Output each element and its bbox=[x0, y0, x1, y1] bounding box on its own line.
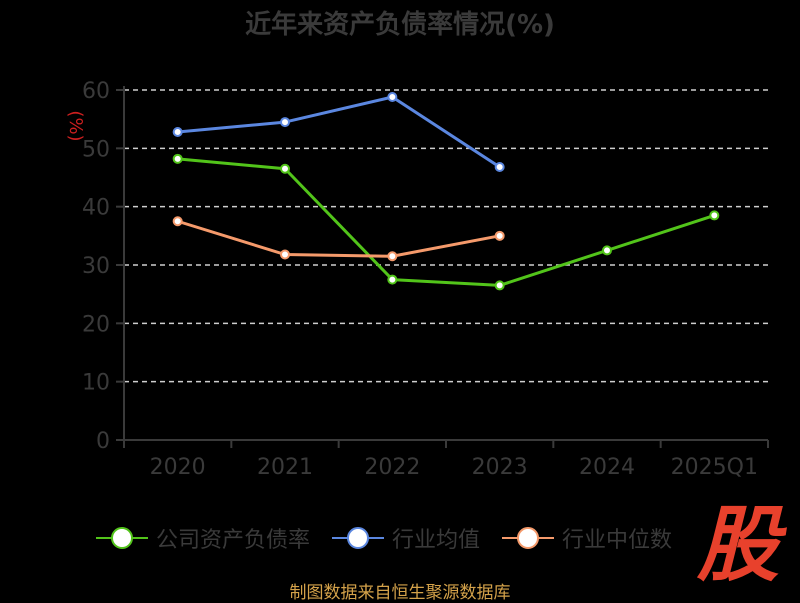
x-tick-label: 2020 bbox=[150, 455, 206, 480]
axes: 0 10 20 30 40 50 60 2020 2021 2022 2023 2024 2025Q1 bbox=[82, 79, 769, 480]
series-line-industry_avg bbox=[177, 95, 501, 169]
legend-dot-company bbox=[111, 527, 133, 549]
legend-label-industry-avg: 行业均值 bbox=[392, 528, 481, 553]
legend-dot-industry-avg bbox=[347, 527, 370, 549]
y-axis-unit-label: (%) bbox=[65, 110, 86, 141]
data-point-company[interactable] bbox=[280, 163, 290, 174]
series-layer bbox=[172, 92, 720, 291]
y-tick-label: 30 bbox=[82, 254, 110, 279]
data-point-industry_median[interactable] bbox=[494, 230, 505, 241]
x-tick-label: 2021 bbox=[257, 455, 313, 480]
data-point-company[interactable] bbox=[494, 280, 505, 291]
legend-item-industry-median[interactable]: 行业中位数 bbox=[502, 522, 672, 554]
data-point-industry_avg[interactable] bbox=[280, 117, 290, 128]
y-tick-label: 50 bbox=[82, 137, 110, 162]
y-tick-label: 20 bbox=[82, 312, 110, 337]
series-industry_median bbox=[172, 216, 505, 262]
legend-dot-industry-median bbox=[517, 527, 540, 549]
legend-label-company: 公司资产负债率 bbox=[156, 528, 311, 553]
series-industry_avg bbox=[172, 92, 505, 172]
data-point-industry_median[interactable] bbox=[172, 216, 183, 227]
legend-marker-icon bbox=[332, 526, 385, 550]
legend-item-industry-avg[interactable]: 行业均值 bbox=[332, 522, 480, 554]
legend-label-industry-median: 行业中位数 bbox=[562, 528, 673, 553]
y-tick-label: 0 bbox=[96, 429, 110, 454]
y-tick-label: 10 bbox=[82, 371, 110, 396]
series-line-company bbox=[177, 157, 715, 287]
y-tick-label: 40 bbox=[82, 196, 110, 221]
brand-logo: 股 bbox=[690, 500, 786, 592]
data-point-company[interactable] bbox=[602, 245, 612, 256]
series-line-industry_median bbox=[177, 219, 500, 258]
data-point-company[interactable] bbox=[709, 210, 720, 221]
chart-title: 近年来资产负债率情况(%) bbox=[245, 10, 555, 40]
x-tick-label: 2024 bbox=[579, 455, 635, 480]
x-tick-label: 2025Q1 bbox=[671, 455, 758, 480]
y-tick-label: 60 bbox=[82, 79, 110, 104]
series-company bbox=[172, 153, 720, 291]
data-point-company[interactable] bbox=[172, 153, 183, 164]
data-point-industry_median[interactable] bbox=[387, 251, 398, 262]
data-point-company[interactable] bbox=[387, 274, 398, 285]
data-point-industry_avg[interactable] bbox=[387, 92, 398, 102]
legend-marker-icon bbox=[96, 526, 148, 550]
x-tick-label: 2022 bbox=[364, 455, 420, 480]
data-point-industry_median[interactable] bbox=[280, 249, 290, 260]
x-tick-label: 2023 bbox=[472, 455, 528, 480]
data-point-industry_avg[interactable] bbox=[494, 162, 505, 172]
data-source-note: 制图数据来自恒生聚源数据库 bbox=[289, 583, 511, 603]
data-point-industry_avg[interactable] bbox=[172, 127, 183, 137]
legend-item-company[interactable]: 公司资产负债率 bbox=[96, 522, 310, 554]
legend: 公司资产负债率 行业均值 行业中位数 bbox=[96, 518, 694, 558]
legend-marker-icon bbox=[502, 526, 555, 550]
